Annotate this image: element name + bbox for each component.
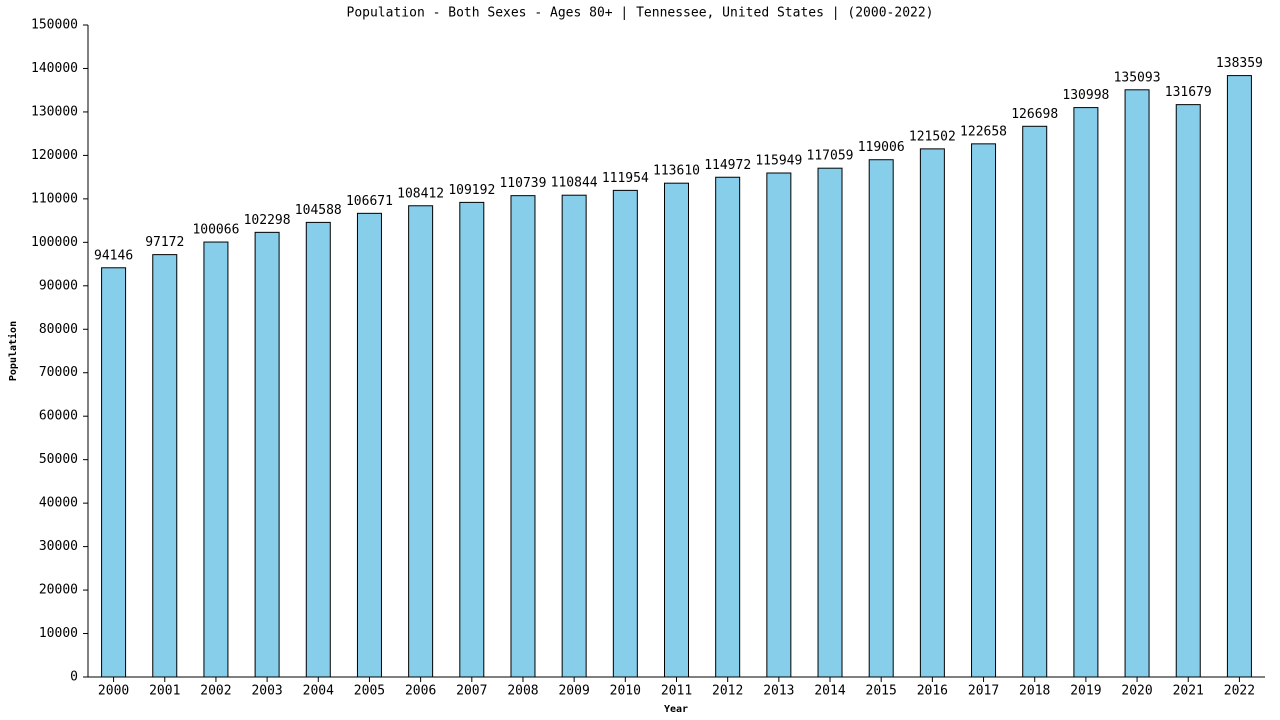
bar	[459, 201, 485, 678]
bar	[612, 189, 638, 678]
x-tick-label: 2002	[200, 684, 231, 699]
y-tick-label: 110000	[31, 191, 78, 206]
y-tick-label: 10000	[39, 626, 78, 641]
value-label: 102298	[244, 213, 291, 228]
y-tick-label: 120000	[31, 148, 78, 163]
x-tick-label: 2012	[712, 684, 743, 699]
x-tick-label: 2007	[456, 684, 487, 699]
bar	[766, 172, 792, 678]
value-label: 135093	[1114, 70, 1161, 85]
value-label: 138359	[1216, 56, 1263, 71]
bar	[203, 241, 229, 678]
x-tick-label: 2008	[507, 684, 538, 699]
y-tick-label: 150000	[31, 18, 78, 33]
y-tick-label: 130000	[31, 104, 78, 119]
value-label: 122658	[960, 124, 1007, 139]
value-label: 104588	[295, 203, 342, 218]
y-tick-label: 100000	[31, 235, 78, 250]
value-label: 108412	[397, 186, 444, 201]
bar	[1226, 75, 1252, 678]
bar	[1124, 89, 1150, 678]
x-tick-label: 2014	[814, 684, 845, 699]
y-tick-label: 70000	[39, 365, 78, 380]
value-label: 119006	[858, 140, 905, 155]
value-label: 121502	[909, 129, 956, 144]
value-label: 114972	[704, 158, 751, 173]
bar	[664, 182, 689, 678]
value-label: 130998	[1062, 88, 1109, 103]
value-label: 110844	[551, 176, 598, 191]
bar	[101, 267, 127, 678]
value-label: 126698	[1011, 107, 1058, 122]
value-label: 111954	[602, 171, 649, 186]
y-tick-label: 20000	[39, 583, 78, 598]
y-tick-label: 50000	[39, 452, 78, 467]
bar	[408, 205, 434, 678]
bar	[868, 159, 894, 678]
value-label: 100066	[192, 223, 239, 238]
x-tick-label: 2006	[405, 684, 436, 699]
bar	[919, 148, 945, 678]
x-tick-label: 2021	[1173, 684, 1204, 699]
value-label: 131679	[1165, 85, 1212, 100]
bar	[356, 212, 382, 678]
x-tick-label: 2004	[303, 684, 334, 699]
x-tick-label: 2005	[354, 684, 385, 699]
x-tick-label: 2003	[251, 684, 282, 699]
bar	[305, 221, 331, 678]
bar	[1073, 107, 1099, 678]
y-tick-label: 60000	[39, 409, 78, 424]
y-tick-label: 40000	[39, 496, 78, 511]
x-tick-label: 2022	[1224, 684, 1255, 699]
x-tick-label: 2015	[866, 684, 897, 699]
x-tick-label: 2000	[98, 684, 129, 699]
x-tick-label: 2018	[1019, 684, 1050, 699]
bar	[817, 167, 843, 678]
bar	[715, 176, 741, 678]
value-label: 94146	[94, 248, 133, 263]
bar	[152, 254, 178, 678]
y-axis-label: Population	[7, 321, 19, 381]
x-tick-label: 2011	[661, 684, 692, 699]
x-tick-label: 2013	[763, 684, 794, 699]
x-tick-label: 2017	[968, 684, 999, 699]
bar	[510, 195, 536, 678]
x-tick-label: 2020	[1121, 684, 1152, 699]
value-label: 97172	[145, 235, 184, 250]
bar	[254, 231, 280, 678]
x-tick-label: 2009	[558, 684, 589, 699]
value-label: 109192	[448, 183, 495, 198]
bar	[1022, 125, 1048, 678]
x-tick-label: 2016	[917, 684, 948, 699]
value-label: 106671	[346, 194, 393, 209]
y-tick-label: 90000	[39, 278, 78, 293]
bar	[971, 143, 997, 678]
y-tick-label: 80000	[39, 322, 78, 337]
chart-title: Population - Both Sexes - Ages 80+ | Ten…	[347, 6, 934, 21]
y-tick-label: 140000	[31, 61, 78, 76]
x-tick-label: 2001	[149, 684, 180, 699]
value-label: 113610	[653, 164, 700, 179]
bar	[1175, 104, 1201, 678]
value-label: 115949	[755, 154, 802, 169]
x-tick-label: 2010	[610, 684, 641, 699]
y-tick-label: 0	[70, 670, 78, 685]
value-label: 117059	[807, 149, 854, 164]
value-label: 110739	[499, 176, 546, 191]
bar	[561, 194, 587, 678]
y-tick-label: 30000	[39, 539, 78, 554]
x-axis-label: Year	[664, 704, 688, 715]
x-tick-label: 2019	[1070, 684, 1101, 699]
